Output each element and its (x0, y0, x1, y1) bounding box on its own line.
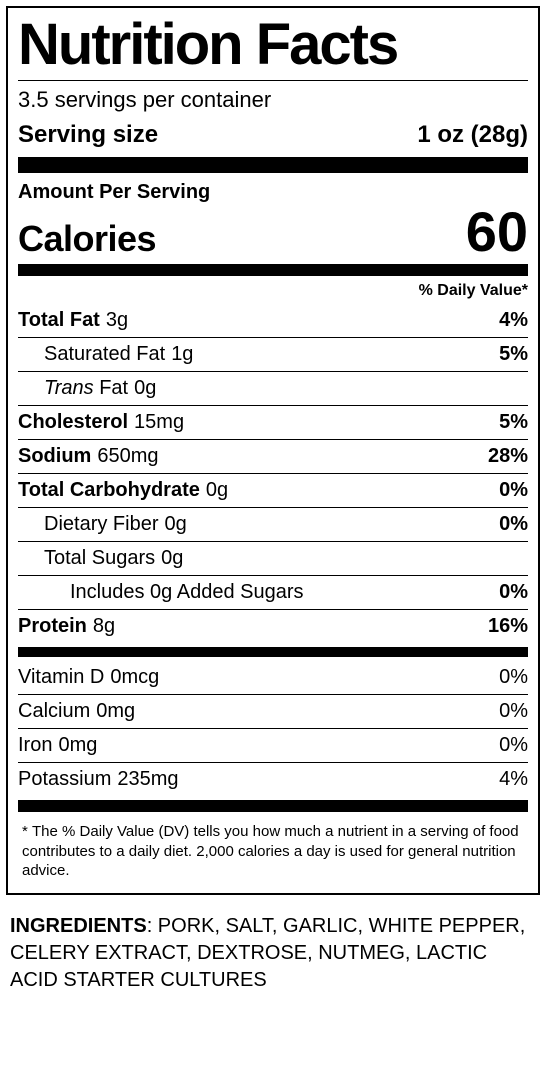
nutrient-amount: 8g (93, 615, 115, 638)
ingredients-label: INGREDIENTS (10, 915, 147, 937)
nutrient-name: Cholesterol (18, 411, 128, 434)
nutrient-name: Total Carbohydrate (18, 479, 200, 502)
nutrient-row-sat-fat: Saturated Fat 1g 5% (18, 337, 528, 371)
micro-amount: 0mg (96, 700, 135, 723)
nutrient-dv: 28% (488, 445, 528, 468)
nutrient-row-total-carb: Total Carbohydrate 0g 0% (18, 473, 528, 507)
daily-value-header: % Daily Value* (18, 280, 528, 304)
nutrient-row-sodium: Sodium 650mg 28% (18, 439, 528, 473)
nutrient-name: Saturated Fat (44, 343, 165, 366)
nutrient-dv: 0% (499, 513, 528, 536)
micro-amount: 235mg (117, 768, 178, 791)
nutrient-row-fiber: Dietary Fiber 0g 0% (18, 507, 528, 541)
nutrient-dv: 4% (499, 309, 528, 332)
micro-row-calcium: Calcium 0mg 0% (18, 694, 528, 728)
micro-name: Calcium (18, 700, 90, 723)
micro-row-potassium: Potassium 235mg 4% (18, 762, 528, 796)
micro-name: Vitamin D (18, 666, 104, 689)
nutrient-row-protein: Protein 8g 16% (18, 609, 528, 643)
nutrient-name: Sodium (18, 445, 91, 468)
micro-row-vitamin-d: Vitamin D 0mcg 0% (18, 661, 528, 694)
nutrient-name: Protein (18, 615, 87, 638)
micro-name: Iron (18, 734, 52, 757)
micro-row-iron: Iron 0mg 0% (18, 728, 528, 762)
nutrient-row-cholesterol: Cholesterol 15mg 5% (18, 405, 528, 439)
micro-dv: 0% (499, 666, 528, 689)
panel-title: Nutrition Facts (18, 16, 528, 76)
nutrient-name: Total Sugars (44, 547, 155, 570)
nutrient-amount: 1g (171, 343, 193, 366)
servings-per-container: 3.5 servings per container (18, 81, 528, 119)
nutrient-amount: 3g (106, 309, 128, 332)
nutrient-row-total-sugars: Total Sugars 0g (18, 541, 528, 575)
nutrient-name: Includes 0g Added Sugars (70, 581, 304, 604)
nutrient-name: Trans Fat (44, 377, 128, 400)
nutrient-row-trans-fat: Trans Fat 0g (18, 371, 528, 405)
daily-value-footnote: *The % Daily Value (DV) tells you how mu… (18, 816, 528, 883)
micro-dv: 0% (499, 734, 528, 757)
nutrient-amount: 0g (161, 547, 183, 570)
nutrient-dv: 16% (488, 615, 528, 638)
nutrient-dv: 0% (499, 479, 528, 502)
nutrient-row-added-sugars: Includes 0g Added Sugars 0% (18, 575, 528, 609)
serving-size-label: Serving size (18, 121, 158, 149)
nutrient-dv: 0% (499, 581, 528, 604)
nutrient-amount: 0g (206, 479, 228, 502)
nutrient-row-total-fat: Total Fat 3g 4% (18, 304, 528, 337)
calories-label: Calories (18, 218, 156, 260)
ingredients-section: INGREDIENTS: PORK, SALT, GARLIC, WHITE P… (0, 901, 546, 1006)
serving-size-value: 1 oz (28g) (417, 121, 528, 149)
micro-name: Potassium (18, 768, 111, 791)
nutrient-dv: 5% (499, 343, 528, 366)
micro-dv: 0% (499, 700, 528, 723)
nutrient-dv: 5% (499, 411, 528, 434)
nutrient-amount: 0g (134, 377, 156, 400)
nutrient-amount: 650mg (97, 445, 158, 468)
nutrient-amount: 15mg (134, 411, 184, 434)
nutrition-facts-panel: Nutrition Facts 3.5 servings per contain… (6, 6, 540, 895)
calories-value: 60 (466, 204, 528, 260)
micro-amount: 0mg (58, 734, 97, 757)
micro-amount: 0mcg (110, 666, 159, 689)
nutrient-name: Total Fat (18, 309, 100, 332)
amount-per-serving-label: Amount Per Serving (18, 179, 528, 204)
nutrient-name: Dietary Fiber (44, 513, 158, 536)
micro-dv: 4% (499, 768, 528, 791)
nutrient-amount: 0g (164, 513, 186, 536)
